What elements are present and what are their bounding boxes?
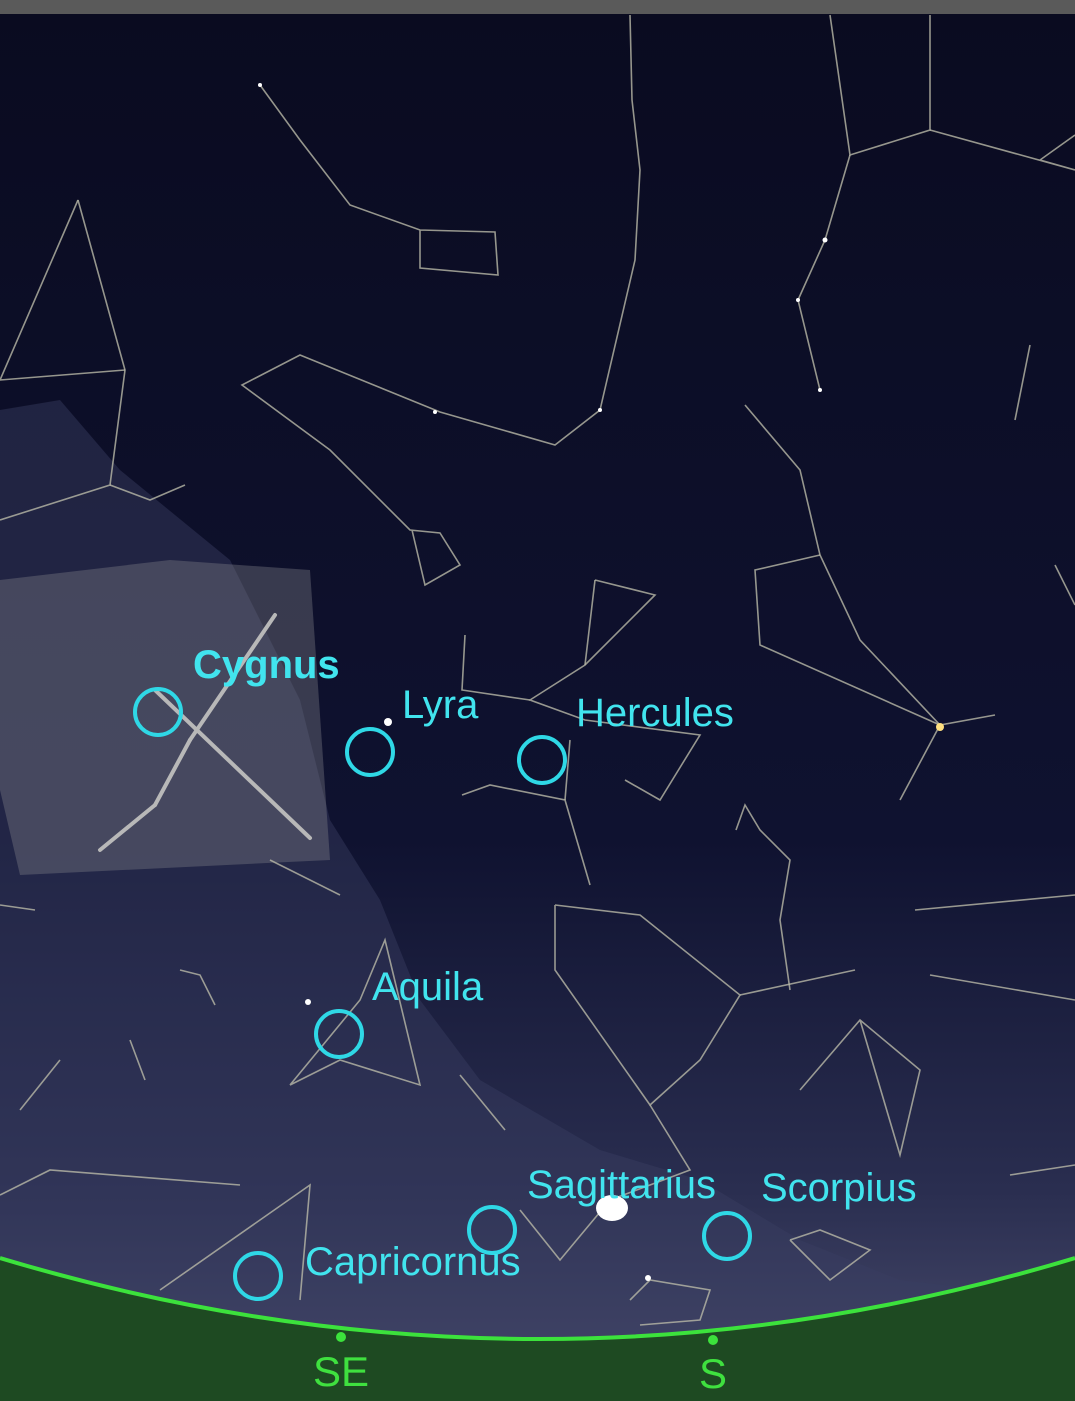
constellation-label: Cygnus	[193, 643, 340, 687]
compass-label: S	[699, 1350, 727, 1397]
ground	[0, 1258, 1075, 1401]
cygnus-highlight	[0, 560, 330, 875]
constellation-label: Sagittarius	[527, 1163, 716, 1207]
constellation-markers	[133, 687, 752, 1301]
stars	[258, 83, 944, 1281]
constellation-label: Aquila	[372, 965, 484, 1009]
constellation-label: Capricornus	[305, 1240, 521, 1284]
moon	[596, 1195, 628, 1221]
constellation-label: Lyra	[402, 683, 479, 727]
compass-label: SE	[313, 1348, 369, 1395]
compass-tick	[336, 1332, 346, 1342]
constellation-label: Hercules	[576, 691, 734, 735]
horizon	[0, 1256, 1075, 1341]
top-bar	[0, 0, 1075, 14]
milky-way	[0, 400, 1075, 1401]
constellation-label: Scorpius	[761, 1166, 917, 1210]
compass-tick	[708, 1335, 718, 1345]
constellation-lines	[0, 14, 1075, 1326]
